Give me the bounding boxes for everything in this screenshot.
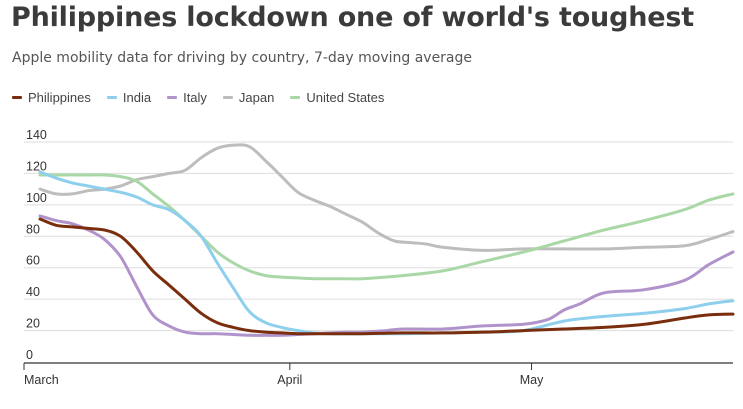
legend-label-japan: Japan — [238, 90, 275, 105]
x-tick-label-march: March — [24, 373, 59, 387]
legend-item-italy: Italy — [167, 90, 207, 105]
x-tick-label-april: April — [277, 373, 302, 387]
legend-label-united-states: United States — [306, 90, 385, 105]
y-tick-label-0: 0 — [26, 348, 33, 362]
y-tick-label-120: 120 — [26, 159, 47, 173]
chart-subtitle: Apple mobility data for driving by count… — [12, 50, 473, 66]
chart-legend: Philippines India Italy Japan United Sta… — [12, 90, 384, 105]
legend-swatch-india — [106, 96, 117, 99]
legend-swatch-united-states — [290, 96, 301, 99]
x-axis: March April May — [23, 362, 733, 387]
y-tick-label-20: 20 — [26, 317, 40, 331]
series-lines — [38, 143, 735, 337]
series-line-japan — [38, 143, 735, 252]
legend-label-italy: Italy — [183, 90, 207, 105]
legend-label-philippines: Philippines — [28, 90, 91, 105]
series-line-united-states — [38, 173, 735, 281]
y-axis-labels: 0 20 40 60 80 100 120 140 — [26, 128, 47, 362]
chart-title: Philippines lockdown one of world's toug… — [11, 2, 694, 33]
y-tick-label-80: 80 — [26, 222, 40, 236]
series-line-philippines — [38, 217, 735, 336]
legend-item-japan: Japan — [222, 90, 275, 105]
y-tick-label-40: 40 — [26, 285, 40, 299]
legend-swatch-italy — [167, 96, 178, 99]
legend-item-united-states: United States — [290, 90, 384, 105]
x-tick-label-may: May — [520, 373, 544, 387]
legend-label-india: India — [122, 90, 152, 105]
series-line-india — [38, 170, 735, 336]
legend-item-india: India — [106, 90, 152, 105]
grid-lines — [24, 141, 733, 332]
legend-swatch-philippines — [12, 96, 22, 99]
y-tick-label-100: 100 — [26, 191, 47, 205]
y-tick-label-60: 60 — [26, 254, 40, 268]
legend-item-philippines: Philippines — [12, 90, 91, 105]
y-tick-label-140: 140 — [26, 128, 47, 142]
legend-swatch-japan — [222, 96, 233, 99]
